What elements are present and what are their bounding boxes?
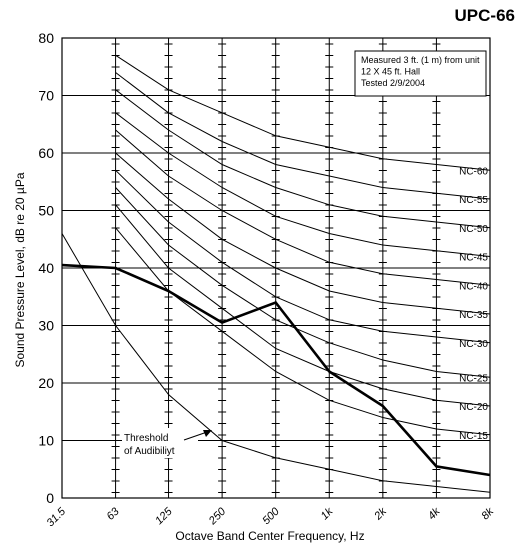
x-tick-label: 250	[206, 505, 229, 528]
x-axis-label: Octave Band Center Frequency, Hz	[175, 529, 364, 543]
nc-curve-label: NC-40	[459, 281, 488, 292]
threshold-line	[61, 233, 491, 493]
x-tick-label: 63	[105, 505, 123, 523]
y-tick-label: 70	[38, 88, 54, 104]
threshold-label: Threshold	[124, 433, 168, 444]
x-tick-label: 500	[260, 505, 282, 527]
note-line: 12 X 45 ft. Hall	[361, 67, 420, 77]
threshold-label: of Audibiliyt	[124, 446, 175, 457]
nc-curve-label: NC-55	[459, 195, 488, 206]
y-tick-label: 60	[38, 145, 54, 161]
threshold-arrowhead	[203, 430, 212, 437]
nc-curve-label: NC-25	[459, 373, 488, 384]
nc-curve	[115, 204, 491, 407]
x-tick-label: 1k	[319, 505, 336, 522]
nc-curve	[115, 89, 491, 229]
y-tick-label: 10	[38, 433, 54, 449]
nc-curve-label: NC-45	[459, 253, 488, 264]
y-tick-label: 30	[38, 318, 54, 334]
nc-curve-label: NC-15	[459, 431, 488, 442]
nc-curve-label: NC-20	[459, 402, 488, 413]
x-tick-label: 31.5	[44, 505, 68, 529]
y-tick-label: 80	[38, 30, 54, 46]
y-tick-label: 40	[38, 260, 54, 276]
nc-curve	[115, 54, 491, 171]
x-tick-label: 4k	[426, 505, 443, 522]
y-tick-label: 0	[46, 490, 54, 506]
measured-line	[61, 263, 491, 477]
y-tick-label: 20	[38, 375, 54, 391]
nc-curve	[115, 112, 491, 257]
chart-title: UPC-66	[454, 6, 515, 25]
nc-curve	[115, 169, 491, 344]
nc-curve	[115, 187, 491, 378]
plot-frame	[61, 37, 491, 499]
measured-series	[61, 263, 491, 477]
note-line: Measured 3 ft. (1 m) from unit	[361, 55, 480, 65]
note-line: Tested 2/9/2004	[361, 78, 425, 88]
test-note: Threshold of Audibiliyt Measured 3 ft. (1 …	[122, 50, 487, 458]
note-box	[354, 50, 487, 97]
nc-curve	[115, 129, 491, 286]
nc-curve	[115, 72, 491, 200]
axes	[61, 37, 491, 499]
nc-curve	[115, 152, 491, 315]
nc-curve-label: NC-60	[459, 166, 488, 177]
x-tick-label: 2k	[372, 505, 390, 523]
nc-curve-label: NC-50	[459, 224, 488, 235]
y-tick-label: 50	[38, 203, 54, 219]
x-tick-label: 8k	[479, 505, 496, 522]
labels: Sound Pressure Level, dB re 20 µPa Octav…	[13, 30, 496, 543]
x-tick-label: 125	[153, 505, 175, 527]
nc-curve-label: NC-30	[459, 339, 488, 350]
threshold-label-bg	[122, 428, 198, 458]
nc-curve-label: NC-35	[459, 310, 488, 321]
threshold-series	[61, 233, 491, 493]
y-axis-label: Sound Pressure Level, dB re 20 µPa	[13, 172, 27, 367]
nc-curves: NC-60 NC-55 NC-50 NC-45 NC-40 NC-35 NC-30 NC-25…	[115, 54, 491, 442]
